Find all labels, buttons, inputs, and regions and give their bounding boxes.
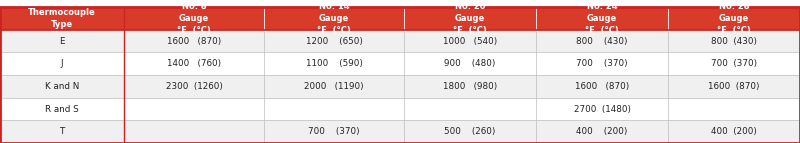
Bar [668,7,800,30]
Text: T: T [59,127,65,136]
Bar [264,30,404,52]
Text: 400    (200): 400 (200) [576,127,628,136]
Text: 800    (430): 800 (430) [576,37,628,46]
Bar [124,120,264,143]
Bar [124,30,264,52]
Bar [404,98,536,120]
Bar [0,52,124,75]
Text: No. 24
Gauge
°F  (°C): No. 24 Gauge °F (°C) [585,2,619,35]
Text: 2000   (1190): 2000 (1190) [304,82,364,91]
Bar [536,120,668,143]
Text: 1800   (980): 1800 (980) [443,82,497,91]
Text: No. 8
Gauge
°F  (°C): No. 8 Gauge °F (°C) [177,2,211,35]
Text: 700    (370): 700 (370) [308,127,360,136]
Bar [124,52,264,75]
Text: 1000   (540): 1000 (540) [443,37,497,46]
Text: E: E [59,37,65,46]
Bar [536,75,668,98]
Bar [0,30,124,52]
Text: 700  (370): 700 (370) [711,59,757,68]
Bar [536,98,668,120]
Bar [0,75,124,98]
Bar [124,75,264,98]
Text: 2700  (1480): 2700 (1480) [574,105,630,114]
Bar [536,52,668,75]
Bar [0,7,124,30]
Text: No. 14
Gauge
°F  (°C): No. 14 Gauge °F (°C) [317,2,351,35]
Text: 700    (370): 700 (370) [576,59,628,68]
Bar [264,52,404,75]
Bar [404,75,536,98]
Bar [668,98,800,120]
Text: 1600   (870): 1600 (870) [167,37,221,46]
Bar [668,30,800,52]
Text: J: J [61,59,63,68]
Bar [124,7,264,30]
Bar [264,75,404,98]
Bar [668,52,800,75]
Bar [536,7,668,30]
Text: 1400   (760): 1400 (760) [167,59,221,68]
Text: 1600  (870): 1600 (870) [708,82,760,91]
Text: 800  (430): 800 (430) [711,37,757,46]
Text: 500    (260): 500 (260) [444,127,496,136]
Bar [0,98,124,120]
Bar [404,120,536,143]
Text: 1600   (870): 1600 (870) [575,82,629,91]
Text: R and S: R and S [45,105,79,114]
Bar [264,7,404,30]
Text: 1100    (590): 1100 (590) [306,59,362,68]
Text: K and N: K and N [45,82,79,91]
Text: 900    (480): 900 (480) [444,59,496,68]
Bar [668,75,800,98]
Bar [404,7,536,30]
Bar [0,120,124,143]
Text: Thermocouple
Type: Thermocouple Type [28,8,96,29]
Bar [668,120,800,143]
Bar [404,52,536,75]
Text: No. 28
Gauge
°F  (°C): No. 28 Gauge °F (°C) [717,2,751,35]
Bar [264,120,404,143]
Bar [404,30,536,52]
Text: 400  (200): 400 (200) [711,127,757,136]
Text: No. 20
Gauge
°F  (°C): No. 20 Gauge °F (°C) [453,2,487,35]
Bar [124,98,264,120]
Bar [536,30,668,52]
Bar [264,98,404,120]
Text: 2300  (1260): 2300 (1260) [166,82,222,91]
Text: 1200    (650): 1200 (650) [306,37,362,46]
